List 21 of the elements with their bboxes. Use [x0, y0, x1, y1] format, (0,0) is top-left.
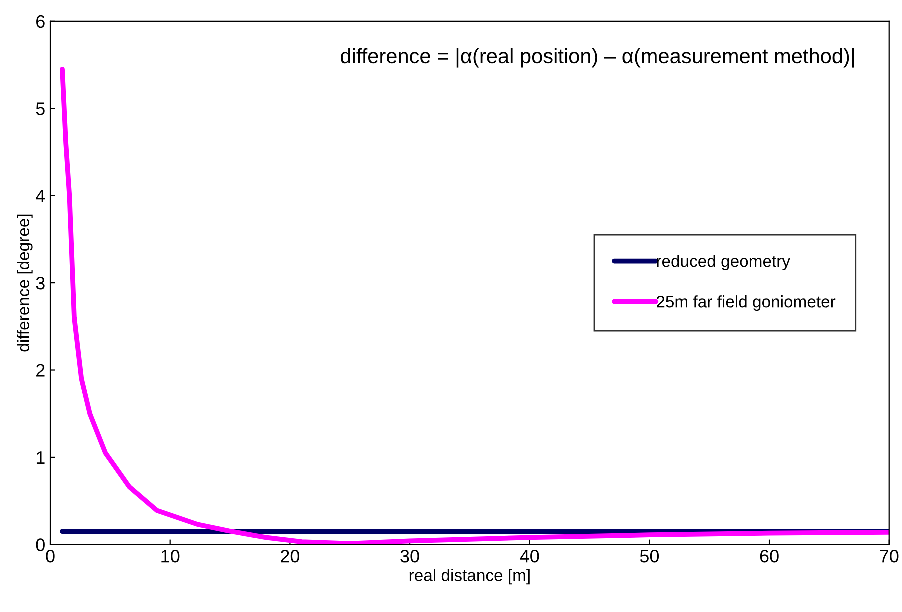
y-axis-title: difference [degree] — [17, 214, 33, 352]
annotation: difference = |α(real position) – α(measurement method)| — [341, 48, 854, 68]
x-tick-label: 20 — [281, 550, 300, 563]
y-tick-label: 2 — [36, 364, 45, 377]
y-tick-label: 0 — [36, 538, 45, 552]
x-tick-label: 70 — [880, 550, 899, 563]
y-tick-label: 6 — [36, 15, 45, 28]
x-tick-label: 0 — [46, 550, 55, 563]
line-series — [60, 66, 890, 545]
legend-label: 25m far field goniometer — [657, 296, 836, 312]
x-tick-label: 50 — [640, 550, 660, 563]
x-tick-label: 60 — [760, 550, 779, 563]
y-tick-label: 3 — [36, 276, 45, 290]
x-tick-label: 40 — [520, 550, 540, 563]
x-axis-title: real distance [m] — [410, 569, 530, 585]
x-tick-label: 30 — [400, 550, 420, 563]
y-tick-label: 4 — [36, 190, 46, 202]
legend-label: reduced geometry — [657, 255, 790, 271]
y-tick-label: 5 — [36, 102, 45, 116]
x-tick-label: 10 — [162, 550, 180, 563]
y-tick-label: 1 — [36, 452, 45, 464]
